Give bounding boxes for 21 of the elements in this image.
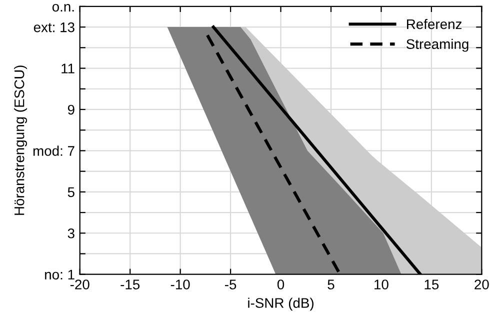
- x-tick-label: 10: [374, 280, 388, 290]
- y-tick-label: 11: [62, 64, 74, 74]
- y-tick-label: 3: [68, 228, 74, 238]
- x-tick-label: -10: [170, 280, 190, 290]
- x-tick-label: -20: [70, 280, 90, 290]
- y-axis-title: Höranstrengung (ESCU): [14, 66, 27, 215]
- x-tick-label: 20: [474, 280, 489, 290]
- x-tick-label: 5: [328, 280, 334, 290]
- x-tick-label: 0: [277, 280, 284, 290]
- x-tick-label: -5: [224, 280, 236, 290]
- x-axis-title: i-SNR (dB): [248, 298, 314, 311]
- x-tick-label: -15: [120, 280, 140, 290]
- y-tick-label: 9: [68, 104, 74, 115]
- x-tick-label: 15: [424, 280, 439, 290]
- y-tick-label: o.n.: [52, 4, 74, 12]
- legend-label: Streaming: [406, 38, 468, 52]
- legend-label: Referenz: [407, 18, 462, 30]
- y-tick-label: mod: 7: [33, 146, 74, 156]
- y-tick-label: ext: 13: [34, 22, 74, 32]
- y-tick-label: 5: [68, 187, 74, 198]
- y-tick-label: no: 1: [45, 270, 74, 280]
